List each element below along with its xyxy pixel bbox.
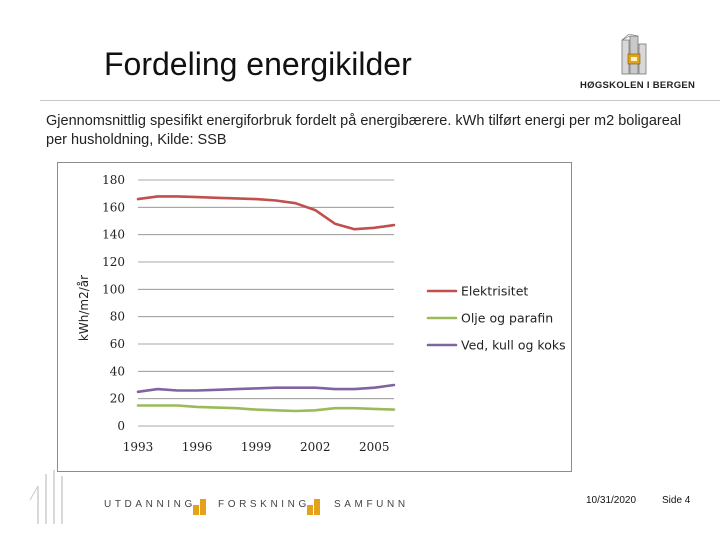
legend-label: Olje og parafin [461,311,553,326]
logo-text: HØGSKOLEN I BERGEN [580,80,696,91]
data-point [274,409,277,412]
hib-logo: HØGSKOLEN I BERGEN [580,33,696,94]
footer-word-samfunn: SAMFUNN [334,499,409,510]
page-number: Side 4 [662,495,691,506]
data-point [353,388,356,390]
data-point [314,409,317,412]
data-point [353,228,356,231]
header-divider [40,100,720,101]
y-tick-label: 40 [110,364,125,378]
slide-subtitle: Gjennomsnittlig spesifikt energiforbruk … [46,113,682,148]
y-axis-label: kWh/m2/år [77,275,91,341]
data-point [176,404,179,407]
building-logo-icon [621,33,647,75]
data-point [137,404,139,407]
data-point [393,384,395,386]
data-point [294,386,297,389]
data-point [156,404,159,407]
data-point [294,202,297,205]
energy-line-chart: 0 20 40 60 80 100 120 140 160 180 1993 1996 1999 2002… [77,173,566,454]
footer-word-utdanning: UTDANNING [104,499,196,510]
x-tick-label: 2002 [300,440,331,454]
data-point [373,408,376,410]
bar-chart-icon [193,499,206,515]
data-point [176,195,179,198]
data-point [215,388,218,391]
y-tick-label: 160 [102,200,125,214]
data-point [196,196,198,198]
data-point [314,209,317,211]
y-tick-label: 60 [110,337,125,351]
data-point [156,388,159,390]
data-point [373,386,376,389]
footer-date: 10/31/2020 [586,495,637,506]
y-tick-label: 180 [102,173,125,187]
data-point [334,407,336,410]
data-point [393,408,395,411]
y-tick-label: 140 [102,228,125,242]
x-tick-label: 1993 [123,440,154,454]
data-point [294,410,297,412]
data-point [235,197,238,200]
data-point [334,388,336,390]
x-tick-label: 1996 [182,440,213,454]
footer-word-forskning: FORSKNING [218,499,310,510]
data-point [156,195,159,198]
legend-label: Elektrisitet [461,284,528,299]
slide-title: Fordeling energikilder [104,46,412,82]
data-point [274,386,277,389]
x-tick-label: 2005 [359,440,390,454]
data-point [196,389,198,392]
x-tick-label: 1999 [241,440,272,454]
data-point [255,198,258,201]
y-tick-label: 80 [110,310,125,324]
bar-chart-icon [307,499,320,515]
data-point [235,388,238,390]
chart-frame: 0 20 40 60 80 100 120 140 160 180 1993 1996 1999 2002… [57,162,572,472]
y-tick-label: 120 [102,255,125,269]
data-point [274,199,277,202]
series-line-2 [136,404,396,413]
footer-decoration [29,470,63,524]
y-tick-label: 20 [110,392,125,406]
y-tick-label: 100 [102,282,125,296]
data-point [137,390,139,393]
series-line-1 [136,195,396,231]
series-line-3 [136,383,396,394]
data-point [373,226,376,229]
y-tick-label: 0 [117,419,125,433]
data-point [215,406,218,409]
data-point [334,222,336,225]
data-point [235,407,238,410]
data-point [353,407,356,410]
data-point [314,386,317,389]
data-point [196,405,198,408]
data-point [255,387,258,390]
data-point [137,198,139,201]
data-point [215,196,218,199]
data-point [393,224,395,226]
data-point [255,408,258,411]
legend-label: Ved, kull og koks [461,338,566,353]
data-point [176,389,179,392]
